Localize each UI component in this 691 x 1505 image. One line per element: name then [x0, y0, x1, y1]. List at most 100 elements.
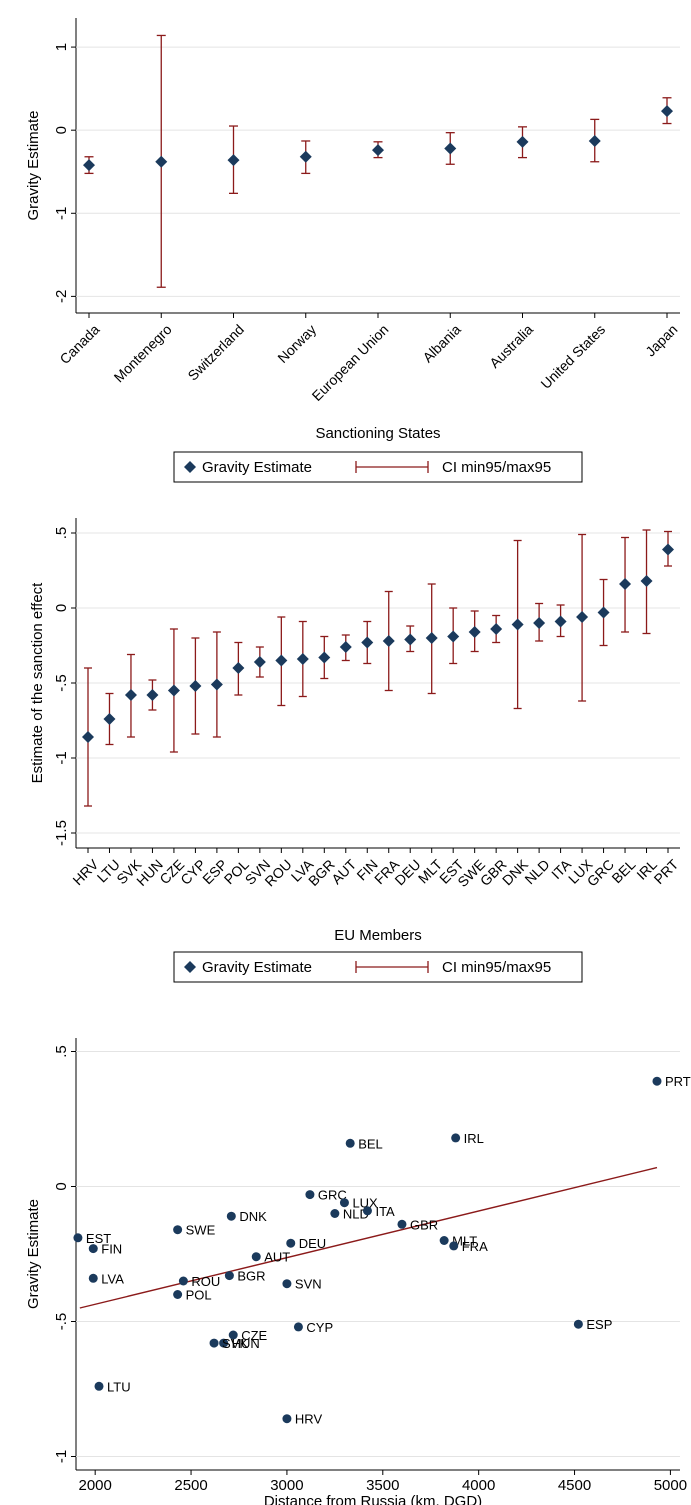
- point-label: CZE: [241, 1328, 267, 1343]
- estimate-point: [597, 606, 610, 619]
- point-label: DNK: [239, 1209, 267, 1224]
- data-point: [173, 1290, 183, 1299]
- point-label: EST: [86, 1231, 111, 1246]
- y-tick-label: -.5: [53, 674, 70, 692]
- x-tick-label: Canada: [56, 321, 102, 367]
- x-tick-label: Japan: [642, 321, 680, 359]
- x-axis-title: EU Members: [334, 927, 422, 944]
- data-point: [362, 1206, 372, 1216]
- estimate-point: [490, 623, 503, 635]
- estimate-point: [444, 142, 457, 155]
- y-axis-title: Gravity Estimate: [25, 1199, 42, 1309]
- data-point: [652, 1076, 662, 1086]
- chart-eu-members: .5 0 -.5 -1 -1.5 Estimate of the sanction eff…: [29, 518, 682, 983]
- data-point: [451, 1133, 461, 1143]
- linear-fit-line: [79, 1166, 658, 1309]
- data-point: [282, 1279, 292, 1289]
- y-tick-label: -1: [53, 1450, 70, 1463]
- x-tick-label: Australia: [486, 321, 536, 371]
- y-tick-label: 0: [53, 126, 70, 134]
- point-label: HUN: [232, 1336, 260, 1351]
- data-point: [173, 1225, 183, 1235]
- legend: Gravity Estimate CI min95/max95: [173, 951, 583, 983]
- data-point: [439, 1236, 449, 1245]
- estimate-point: [661, 105, 673, 118]
- y-tick-label: 0: [53, 1182, 70, 1190]
- y-tick-label: -1: [53, 207, 70, 220]
- estimate-point: [425, 632, 438, 644]
- estimate-point: [227, 154, 240, 167]
- point-label: AUT: [264, 1250, 290, 1265]
- estimate-point: [619, 578, 632, 590]
- data-point: [88, 1273, 98, 1283]
- legend-marker-estimate: [184, 461, 196, 473]
- x-tick-label: Montenegro: [111, 321, 175, 385]
- point-label: LTU: [107, 1379, 131, 1394]
- point-label: POL: [186, 1288, 212, 1303]
- estimate-point: [146, 689, 159, 701]
- x-tick-label: Albania: [419, 321, 463, 365]
- estimate-point: [576, 611, 589, 623]
- data-point: [573, 1319, 583, 1329]
- estimate-point: [588, 134, 601, 147]
- y-tick-label: -1: [53, 751, 70, 764]
- legend-label-ci: CI min95/max95: [442, 959, 551, 976]
- point-label: FRA: [462, 1239, 488, 1254]
- point-label: CYP: [306, 1320, 333, 1335]
- point-label: IRL: [464, 1131, 484, 1146]
- point-label: SVK: [222, 1336, 248, 1351]
- legend-marker-estimate: [184, 961, 196, 973]
- estimate-point: [299, 150, 312, 163]
- estimate-point: [296, 653, 309, 665]
- estimate-point: [167, 684, 180, 697]
- estimate-point: [82, 731, 94, 743]
- data-point: [286, 1238, 296, 1248]
- point-label: ROU: [191, 1274, 220, 1289]
- point-label: PRT: [665, 1074, 691, 1089]
- point-label: LVA: [101, 1271, 124, 1286]
- data-point: [397, 1219, 407, 1229]
- data-point: [226, 1211, 236, 1221]
- legend-label-ci: CI min95/max95: [442, 459, 551, 476]
- point-label: BEL: [358, 1136, 383, 1151]
- point-label: MLT: [452, 1234, 477, 1249]
- chart-sanctioning-states: 1 0 -1 -2 Gravity Estimate Canada Montenegro Sw…: [25, 18, 680, 483]
- data-point: [345, 1138, 355, 1148]
- data-point: [94, 1381, 104, 1391]
- point-label: SVN: [295, 1277, 322, 1292]
- estimate-point: [662, 543, 674, 556]
- estimate-point: [275, 654, 288, 667]
- point-label: GBR: [410, 1217, 438, 1232]
- estimate-point: [103, 713, 116, 725]
- point-label: DEU: [299, 1236, 326, 1251]
- estimate-point: [155, 155, 168, 168]
- estimate-point: [232, 662, 245, 674]
- estimate-point: [533, 617, 546, 629]
- data-point: [178, 1276, 188, 1286]
- point-label: ITA: [375, 1204, 395, 1219]
- x-tick-label: 5000: [654, 1477, 687, 1494]
- point-label: NLD: [343, 1207, 369, 1222]
- x-axis-title: Distance from Russia (km, DGD): [264, 1493, 482, 1505]
- x-tick-label: 2500: [174, 1477, 207, 1494]
- data-point: [209, 1338, 219, 1348]
- estimate-point: [511, 618, 524, 631]
- estimate-point: [516, 135, 529, 148]
- point-label: LUX: [352, 1196, 378, 1211]
- data-point: [88, 1244, 98, 1254]
- y-axis-title: Estimate of the sanction effect: [29, 582, 46, 784]
- estimate-point: [468, 626, 481, 638]
- x-axis-title: Sanctioning States: [315, 425, 440, 442]
- point-label: GRC: [318, 1188, 347, 1203]
- estimate-point: [124, 689, 137, 701]
- estimate-point: [189, 680, 202, 692]
- estimate-point: [640, 575, 653, 587]
- point-label: BGR: [237, 1269, 265, 1284]
- data-point: [293, 1322, 303, 1332]
- point-label: FIN: [101, 1242, 122, 1257]
- x-tick-label: European Union: [309, 321, 392, 404]
- estimate-point: [554, 615, 567, 628]
- estimate-point: [382, 635, 395, 647]
- point-label: HRV: [295, 1412, 323, 1427]
- estimate-point: [404, 633, 417, 646]
